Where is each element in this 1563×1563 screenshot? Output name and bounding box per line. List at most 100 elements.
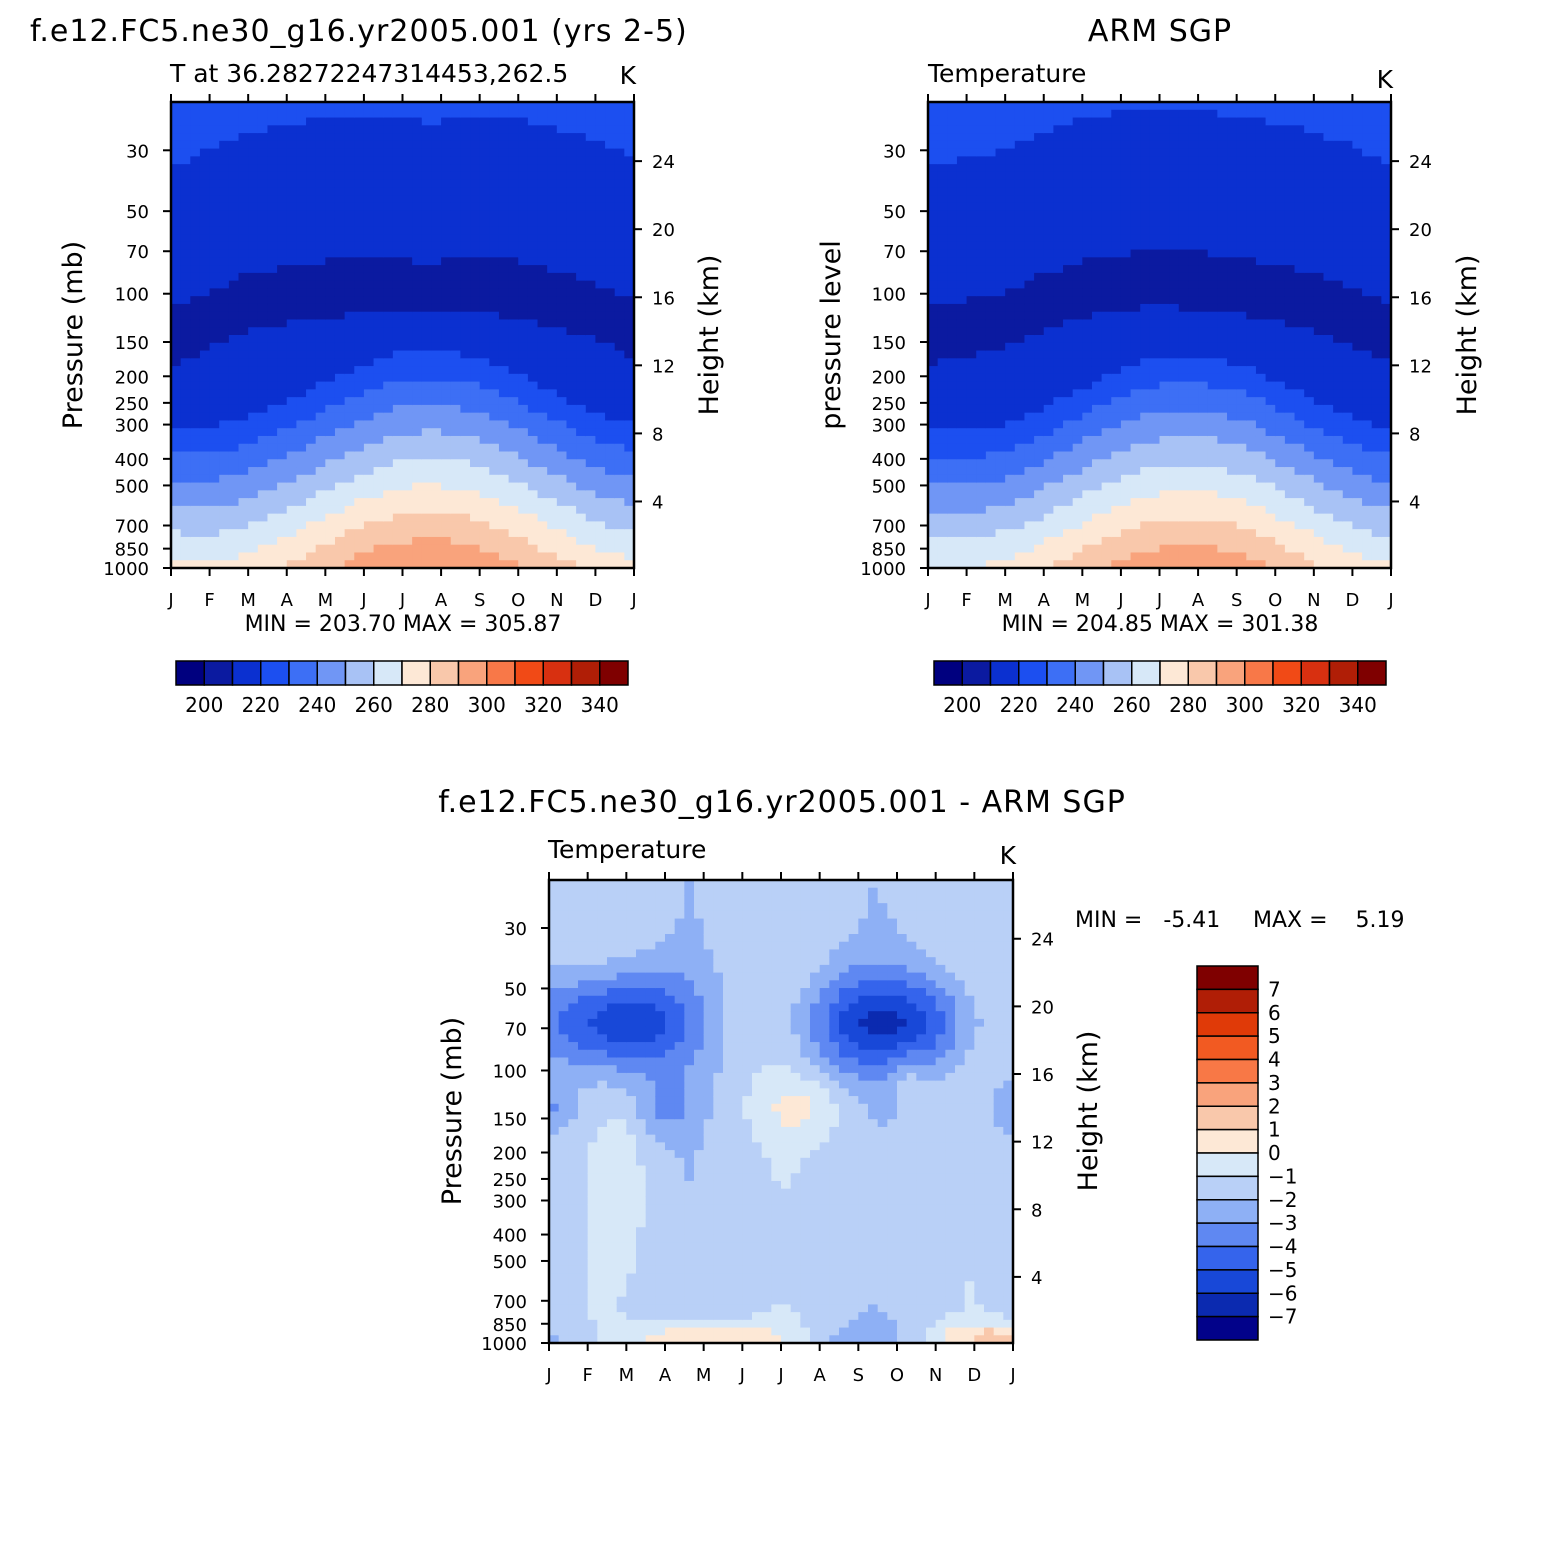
- contour-cell: [267, 435, 278, 445]
- contour-cell: [325, 536, 336, 546]
- contour-cell: [624, 234, 635, 243]
- contour-cell: [498, 381, 510, 390]
- contour-cell: [489, 373, 500, 383]
- contour-cell: [937, 226, 948, 235]
- contour-cell: [392, 327, 404, 336]
- contour-cell: [985, 140, 997, 150]
- contour-cell: [595, 257, 606, 266]
- contour-cell: [238, 451, 249, 460]
- contour-cell: [1034, 529, 1045, 538]
- contour-cell: [566, 536, 577, 546]
- contour-cell: [576, 366, 587, 375]
- contour-cell: [171, 179, 182, 189]
- contour-cell: [527, 536, 539, 546]
- contour-cell: [489, 234, 500, 243]
- contour-cell: [171, 529, 182, 538]
- contour-cell: [1140, 350, 1151, 359]
- contour-cell: [1005, 187, 1016, 196]
- contour-cell: [180, 272, 191, 282]
- contour-cell: [605, 257, 616, 266]
- contour-cell: [1130, 467, 1141, 476]
- contour-cell: [1111, 459, 1122, 468]
- contour-cell: [585, 482, 597, 491]
- contour-cell: [248, 474, 259, 484]
- contour-cell: [527, 327, 539, 336]
- contour-cell: [306, 350, 317, 359]
- contour-cell: [614, 412, 625, 422]
- contour-cell: [1082, 257, 1093, 266]
- contour-cell: [431, 257, 442, 266]
- contour-cell: [966, 435, 977, 445]
- contour-cell: [306, 467, 317, 476]
- contour-cell: [1034, 373, 1045, 383]
- contour-cell: [605, 529, 616, 538]
- contour-cell: [450, 102, 461, 111]
- contour-cell: [238, 117, 249, 126]
- contour-cell: [421, 109, 433, 119]
- contour-cell: [537, 389, 548, 398]
- contour-cell: [228, 272, 240, 282]
- contour-cell: [595, 210, 606, 220]
- contour-cell: [995, 459, 1006, 468]
- contour-cell: [431, 140, 442, 150]
- contour-cell: [1159, 474, 1170, 484]
- contour-cell: [576, 171, 587, 181]
- contour-cell: [1034, 195, 1045, 204]
- contour-cell: [228, 498, 240, 507]
- contour-cell: [460, 148, 471, 157]
- contour-cell: [199, 164, 211, 173]
- contour-cell: [966, 389, 977, 398]
- contour-cell: [441, 544, 452, 554]
- contour-cell: [1178, 117, 1190, 126]
- contour-cell: [1034, 234, 1045, 243]
- contour-cell: [1053, 536, 1064, 546]
- contour-cell: [576, 420, 587, 429]
- contour-cell: [1072, 187, 1083, 196]
- contour-cell: [595, 505, 606, 515]
- contour-cell: [1188, 140, 1199, 150]
- contour-cell: [248, 358, 259, 367]
- contour-cell: [614, 133, 625, 142]
- contour-cell: [354, 536, 365, 546]
- contour-cell: [1072, 164, 1083, 173]
- contour-cell: [1072, 560, 1083, 569]
- contour-cell: [1082, 234, 1093, 243]
- contour-cell: [1207, 202, 1218, 212]
- contour-cell: [585, 381, 597, 390]
- contour-cell: [576, 451, 587, 460]
- contour-cell: [956, 451, 968, 460]
- contour-cell: [219, 179, 230, 189]
- contour-cell: [1236, 513, 1247, 522]
- contour-cell: [585, 288, 597, 297]
- contour-cell: [489, 179, 500, 189]
- contour-cell: [976, 148, 987, 157]
- contour-cell: [421, 234, 433, 243]
- contour-cell: [334, 241, 346, 251]
- contour-cell: [1120, 109, 1132, 119]
- contour-cell: [1111, 513, 1122, 522]
- contour-cell: [248, 467, 259, 476]
- contour-cell: [238, 373, 249, 383]
- contour-cell: [1043, 102, 1054, 111]
- contour-cell: [325, 404, 336, 414]
- contour-cell: [995, 373, 1006, 383]
- contour-cell: [1005, 327, 1016, 336]
- contour-cell: [1043, 536, 1054, 546]
- contour-cell: [286, 249, 297, 258]
- contour-cell: [928, 389, 939, 398]
- contour-cell: [1043, 171, 1054, 181]
- contour-cell: [277, 358, 288, 367]
- contour-cell: [595, 311, 606, 321]
- contour-cell: [937, 117, 948, 126]
- contour-cell: [1072, 366, 1083, 375]
- contour-cell: [1140, 133, 1151, 142]
- contour-cell: [1169, 521, 1180, 530]
- contour-cell: [363, 350, 375, 359]
- contour-cell: [1005, 521, 1016, 530]
- contour-cell: [1198, 474, 1209, 484]
- contour-cell: [1120, 272, 1132, 282]
- contour-cell: [1159, 102, 1170, 111]
- contour-cell: [373, 164, 384, 173]
- contour-cell: [180, 249, 191, 258]
- contour-cell: [1024, 350, 1035, 359]
